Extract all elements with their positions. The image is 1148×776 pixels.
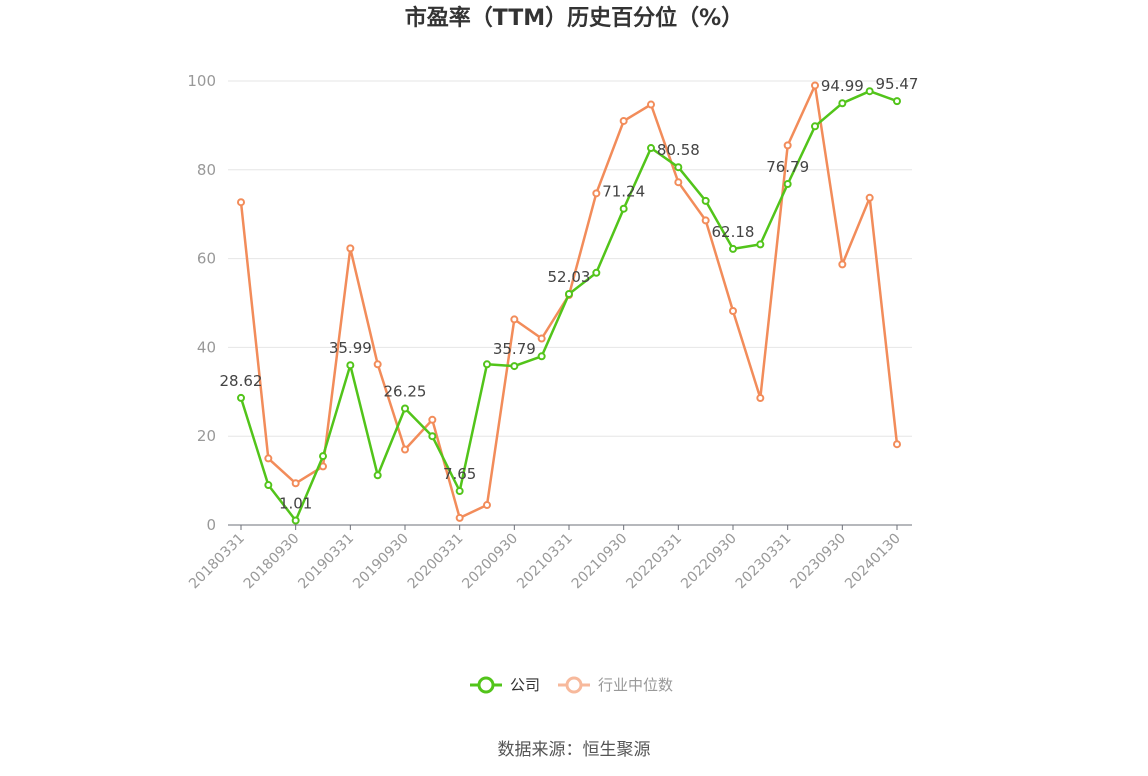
x-tick-label: 20200331 <box>405 531 467 593</box>
legend-item-company[interactable]: 公司 <box>470 676 540 694</box>
data-label: 28.62 <box>220 372 263 390</box>
data-label: 1.01 <box>279 495 312 513</box>
data-label: 94.99 <box>821 77 864 95</box>
data-point <box>264 481 273 490</box>
data-point <box>264 454 273 463</box>
x-tick-label: 20230331 <box>733 531 795 593</box>
data-point <box>783 141 792 150</box>
data-point <box>619 116 628 125</box>
data-label: 76.79 <box>766 158 809 176</box>
data-point <box>537 334 546 343</box>
x-tick-label: 20180331 <box>186 531 248 593</box>
series-industry-median <box>237 81 901 522</box>
data-point <box>701 216 710 225</box>
data-point <box>346 244 355 253</box>
x-tick-label: 20240130 <box>842 531 904 593</box>
data-source: 数据来源：恒生聚源 <box>498 740 651 760</box>
data-point <box>893 97 901 106</box>
x-tick-label: 20210331 <box>514 531 576 593</box>
data-point <box>592 189 601 198</box>
data-point <box>674 163 683 172</box>
x-tick-label: 20210930 <box>569 531 631 593</box>
y-tick-label: 20 <box>197 427 216 445</box>
data-point <box>483 360 491 369</box>
data-point <box>483 501 491 510</box>
legend[interactable]: 公司 行业中位数 <box>470 676 673 694</box>
data-point <box>647 100 655 109</box>
data-point <box>565 289 573 298</box>
data-point <box>701 196 710 205</box>
data-point <box>756 394 765 403</box>
data-label: 52.03 <box>548 268 591 286</box>
x-tick-label: 20220331 <box>623 531 685 593</box>
data-point <box>811 122 819 131</box>
data-point <box>237 198 245 207</box>
data-point <box>510 315 519 324</box>
series-company <box>237 87 901 525</box>
x-tick-label: 20200930 <box>459 531 521 593</box>
data-point <box>647 144 655 153</box>
data-point <box>729 306 737 315</box>
legend-item-industry[interactable]: 行业中位数 <box>558 676 673 694</box>
data-point <box>893 440 901 449</box>
data-point <box>373 471 382 480</box>
legend-marker-company <box>477 676 495 694</box>
data-point <box>756 240 765 249</box>
data-label: 7.65 <box>443 465 476 483</box>
data-point <box>619 204 628 213</box>
chart-title: 市盈率（TTM）历史百分位（%） <box>405 5 743 31</box>
x-tick-label: 20190331 <box>295 531 357 593</box>
data-point <box>865 87 874 96</box>
data-point <box>373 360 382 369</box>
data-point <box>346 361 355 370</box>
data-point <box>510 362 519 371</box>
data-label: 26.25 <box>384 382 427 400</box>
y-tick-label: 0 <box>206 516 216 534</box>
data-label: 35.99 <box>329 339 372 357</box>
data-point <box>838 99 847 108</box>
series-line <box>239 84 899 520</box>
data-label: 95.47 <box>876 75 919 93</box>
data-point <box>838 260 847 269</box>
data-label: 35.79 <box>493 340 536 358</box>
legend-marker-industry <box>565 676 583 694</box>
data-point <box>455 513 464 522</box>
grid-layer <box>228 80 912 437</box>
data-point <box>237 393 245 402</box>
data-point <box>455 487 464 496</box>
data-point <box>401 445 409 454</box>
data-point <box>428 415 437 424</box>
data-point <box>783 180 792 189</box>
data-point <box>291 516 300 525</box>
data-point <box>811 81 819 90</box>
x-tick-label: 20220930 <box>678 531 740 593</box>
y-tick-label: 40 <box>197 338 216 356</box>
data-point <box>674 178 683 187</box>
series-layer <box>237 81 901 525</box>
data-point <box>401 404 409 413</box>
y-tick-label: 60 <box>197 250 216 268</box>
series-line <box>239 89 898 522</box>
data-point <box>592 268 601 277</box>
data-label: 71.24 <box>602 183 645 201</box>
data-label: 62.18 <box>712 223 755 241</box>
x-tick-label: 20180930 <box>241 531 303 593</box>
x-tick-label: 20230930 <box>787 531 849 593</box>
data-point <box>865 193 874 202</box>
legend-label-company: 公司 <box>510 676 540 694</box>
data-point <box>428 432 437 441</box>
y-tick-label: 80 <box>197 161 216 179</box>
label-layer: 28.62 1.01 35.99 26.25 7.65 35.79 52.03 71.24 80… <box>220 75 919 512</box>
data-point <box>537 352 546 361</box>
data-label: 80.58 <box>657 141 700 159</box>
data-point <box>729 244 737 253</box>
y-tick-label: 100 <box>187 72 216 90</box>
x-tick-label: 20190930 <box>350 531 412 593</box>
data-point <box>291 479 300 488</box>
data-point <box>319 452 327 461</box>
legend-label-industry: 行业中位数 <box>598 676 673 694</box>
